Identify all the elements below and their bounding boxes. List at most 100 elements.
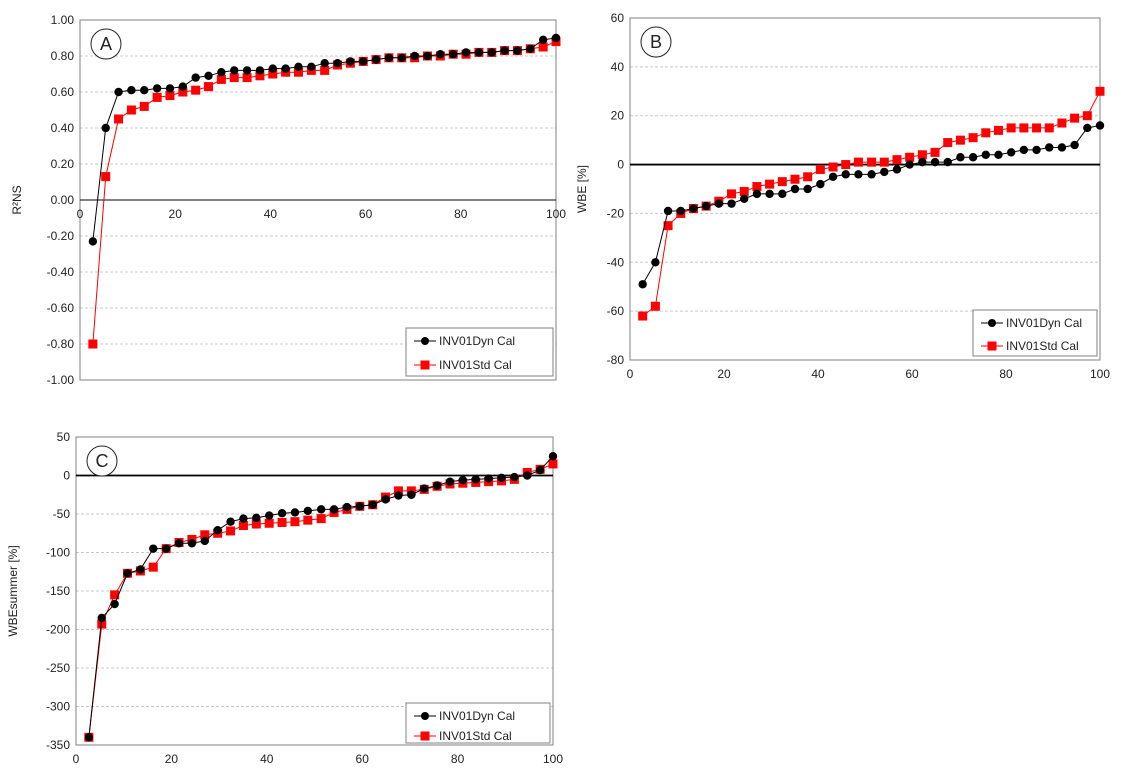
- data-point: [277, 509, 287, 518]
- y-tick-label: -50: [53, 507, 71, 521]
- data-point: [778, 189, 787, 199]
- data-point: [410, 51, 419, 61]
- data-point: [114, 87, 123, 97]
- data-point: [1006, 123, 1016, 133]
- y-tick-label: -350: [46, 738, 70, 752]
- data-point: [955, 135, 965, 145]
- data-point: [359, 57, 368, 66]
- y-tick-label: 0: [617, 158, 624, 172]
- y-tick-label: 50: [57, 430, 71, 444]
- data-point: [548, 459, 558, 469]
- x-tick-label: 20: [717, 367, 731, 381]
- data-point: [765, 189, 774, 199]
- data-point: [149, 544, 158, 553]
- data-point: [727, 189, 737, 199]
- data-point: [97, 619, 107, 629]
- data-point: [191, 73, 200, 82]
- chart-panel-b: -80 -60 -40 -20 0 20 40 60 0 20 40 60 80 100 WBE [%] B I…: [575, 11, 1110, 381]
- data-point: [303, 515, 313, 525]
- x-tick-label: 0: [627, 367, 634, 381]
- data-point: [110, 590, 120, 600]
- x-tick-label: 0: [73, 752, 80, 766]
- data-point: [790, 184, 800, 194]
- data-point: [255, 71, 265, 81]
- data-point: [371, 55, 381, 64]
- data-point: [88, 339, 98, 349]
- data-point: [828, 162, 838, 172]
- x-tick-label: 40: [260, 752, 274, 766]
- data-point: [905, 152, 915, 162]
- data-point: [165, 91, 175, 101]
- data-point: [174, 539, 184, 548]
- data-point: [281, 64, 290, 73]
- data-point: [293, 67, 303, 77]
- panel-label-circle: [90, 28, 122, 60]
- data-point: [484, 474, 493, 483]
- data-point: [290, 508, 300, 517]
- data-point: [191, 85, 201, 95]
- data-point: [777, 177, 787, 187]
- data-point: [432, 481, 442, 490]
- x-tick-label: 100: [1090, 367, 1110, 381]
- x-tick-label: 100: [546, 207, 566, 221]
- data-point: [1057, 118, 1067, 128]
- y-tick-label: -300: [46, 700, 70, 714]
- y-tick-label: -100: [46, 546, 70, 560]
- data-point: [994, 150, 1003, 159]
- y-tick-label: -0.40: [47, 265, 75, 279]
- legend-label: INV01Dyn Cal: [439, 334, 515, 348]
- y-tick-label: 1.00: [51, 13, 75, 27]
- y-tick-label: 0: [63, 469, 70, 483]
- data-point: [535, 465, 545, 475]
- data-point: [436, 50, 445, 59]
- data-point: [448, 50, 458, 59]
- data-point: [968, 153, 978, 162]
- data-point: [1032, 123, 1042, 133]
- data-point: [487, 48, 496, 57]
- data-point: [943, 157, 952, 167]
- data-point: [867, 170, 876, 179]
- data-point: [178, 87, 188, 97]
- data-point: [1019, 145, 1029, 155]
- series-line-0: [642, 124, 1101, 285]
- data-point: [355, 502, 365, 511]
- data-point: [497, 473, 506, 483]
- data-point: [1019, 123, 1029, 133]
- data-point: [152, 92, 162, 102]
- data-point: [803, 184, 812, 194]
- legend-marker: [420, 360, 430, 370]
- data-point: [97, 613, 106, 623]
- data-point: [1032, 145, 1041, 155]
- data-point: [204, 71, 213, 81]
- y-tick-label: -60: [607, 304, 625, 318]
- data-point: [828, 172, 838, 181]
- panel-label: A: [100, 34, 112, 54]
- data-point: [114, 114, 124, 124]
- y-tick-label: 40: [611, 60, 625, 74]
- data-point: [346, 57, 355, 66]
- data-point: [752, 189, 762, 199]
- data-point: [548, 452, 558, 461]
- data-point: [88, 237, 98, 246]
- data-point: [217, 68, 226, 77]
- y-tick-label: -0.60: [47, 301, 75, 315]
- data-point: [397, 53, 406, 62]
- data-point: [393, 486, 403, 496]
- data-point: [200, 530, 210, 540]
- y-tick-label: 0.60: [51, 85, 75, 99]
- data-point: [136, 565, 145, 574]
- data-point: [551, 33, 561, 43]
- data-point: [740, 194, 749, 203]
- data-point: [381, 495, 390, 504]
- x-tick-label: 20: [169, 207, 183, 221]
- data-point: [739, 186, 749, 196]
- y-tick-label: -0.80: [47, 337, 75, 351]
- x-tick-label: 40: [811, 367, 825, 381]
- data-point: [316, 505, 326, 514]
- y-tick-label: 0.00: [51, 193, 75, 207]
- data-point: [474, 48, 484, 57]
- legend-label: INV01Dyn Cal: [1006, 316, 1082, 330]
- data-point: [917, 150, 927, 160]
- data-point: [880, 167, 889, 177]
- y-tick-label: -150: [46, 584, 70, 598]
